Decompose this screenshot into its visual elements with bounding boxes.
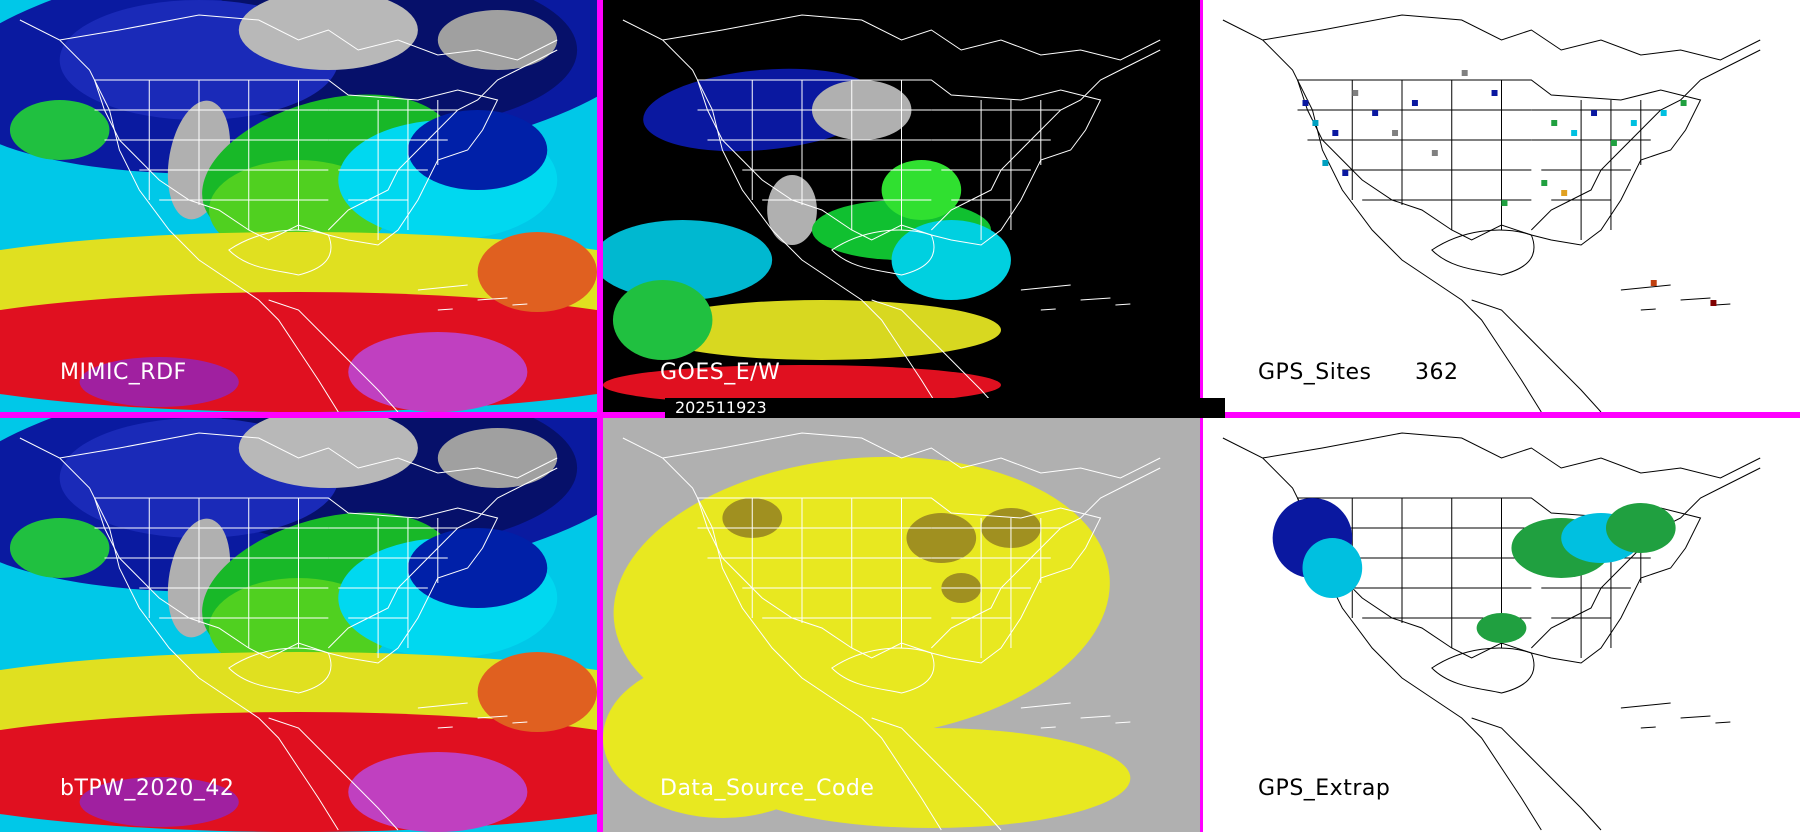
gps-extrap-map [1203, 418, 1800, 832]
gps-sites-map [1203, 0, 1800, 412]
mimic-rdf-map [0, 0, 597, 412]
gps-sites-panel: GPS_Sites 362 [1203, 0, 1800, 412]
gps-sites-count: 362 [1415, 360, 1459, 385]
mimic-rdf-panel: MIMIC_RDF [0, 0, 597, 412]
gps-extrap-label: GPS_Extrap [1258, 776, 1391, 801]
btpw-label: bTPW_2020_42 [60, 776, 235, 801]
data-source-map [603, 418, 1200, 832]
goes-ew-map [603, 0, 1200, 412]
btpw-panel: bTPW_2020_42 [0, 418, 597, 832]
mimic-rdf-label: MIMIC_RDF [60, 360, 187, 385]
data-source-panel: Data_Source_Code [603, 418, 1200, 832]
gps-sites-label: GPS_Sites [1258, 360, 1372, 385]
goes-ew-panel: GOES_E/W [603, 0, 1200, 412]
timestamp: 202511923 [675, 398, 767, 417]
data-source-label: Data_Source_Code [660, 776, 875, 801]
timestamp-bar: 202511923 [665, 398, 1225, 418]
btpw-map [0, 418, 597, 832]
goes-ew-label: GOES_E/W [660, 360, 781, 385]
gps-extrap-panel: GPS_Extrap [1203, 418, 1800, 832]
